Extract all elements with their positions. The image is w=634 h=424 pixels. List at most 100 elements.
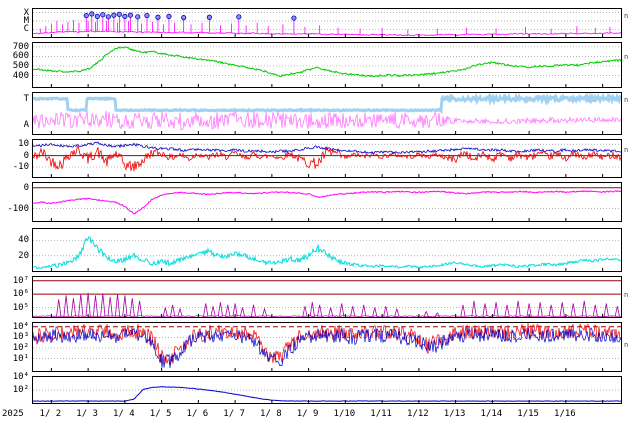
electron-burst — [460, 304, 466, 317]
solar-wind-speed-plot — [33, 46, 621, 87]
proton-blue-line — [33, 327, 621, 369]
x-axis-year-label: 2025 — [2, 409, 24, 419]
electron-burst — [581, 300, 587, 317]
ytick-label: -100 — [7, 203, 29, 214]
imf-bz-bt-plot — [33, 141, 621, 177]
sector-polarity-line — [33, 93, 621, 115]
panel-solar-wind-density — [32, 228, 622, 272]
flare-marker — [155, 14, 161, 20]
x-axis-date-label: 1/10 — [333, 409, 356, 419]
right-axis-mark: n — [624, 96, 629, 104]
flare-marker — [122, 13, 128, 19]
electron-flux-plot — [33, 280, 621, 317]
electron-burst — [372, 307, 378, 317]
electron-burst — [107, 296, 113, 317]
electron-burst — [482, 303, 488, 317]
electron-burst — [350, 306, 356, 317]
electron-burst — [361, 304, 367, 317]
electron-burst — [203, 303, 209, 317]
bz-line — [33, 145, 621, 172]
proton-red-line — [33, 323, 621, 367]
x-axis-date-label: 1/12 — [407, 409, 429, 419]
ytick-label: 10⁷ — [12, 275, 29, 286]
flare-marker — [206, 14, 212, 20]
x-axis-date-label: 1/16 — [554, 409, 576, 419]
ytick-label: 10 — [18, 139, 29, 150]
electron-burst — [210, 306, 216, 317]
electron-burst — [250, 304, 257, 317]
flare-marker — [181, 15, 187, 21]
speed-line — [33, 46, 621, 78]
x-axis-date-label: 1/ 7 — [223, 409, 245, 419]
panel-geomagnetic-index — [32, 182, 622, 222]
electron-burst — [394, 307, 400, 317]
flare-marker — [105, 14, 111, 20]
ytick-label: 10⁵ — [12, 302, 29, 313]
ytick-label: 10³ — [12, 332, 29, 343]
electron-burst — [603, 303, 609, 317]
panel-imf-bz-bt — [32, 139, 622, 178]
high-energy-proton-flux-plot — [33, 386, 621, 403]
electron-burst — [129, 298, 135, 317]
ytick-label: 600 — [12, 51, 29, 62]
ytick-label: 40 — [18, 235, 29, 246]
x-axis-date-label: 1/ 5 — [149, 409, 172, 419]
right-axis-mark: n — [624, 291, 629, 299]
ytick-label: X — [23, 7, 29, 18]
electron-burst — [239, 307, 246, 317]
ytick-label: C — [23, 24, 29, 35]
flare-marker — [291, 15, 297, 21]
ytick-label: -10 — [12, 162, 29, 173]
ytick-label: 20 — [18, 250, 29, 261]
electron-burst — [504, 304, 510, 317]
flare-marker — [144, 12, 150, 19]
electron-burst — [614, 306, 620, 317]
density-line — [33, 236, 621, 270]
flare-marker — [127, 12, 133, 18]
imf-sector-angle-plot — [33, 93, 621, 134]
electron-burst — [328, 307, 334, 317]
flare-marker — [111, 12, 117, 18]
panel-high-energy-proton-flux — [32, 376, 622, 404]
ytick-label: 0 — [23, 150, 29, 161]
ytick-label: 10⁴ — [12, 321, 29, 332]
x-axis-date-label: 1/13 — [443, 409, 466, 419]
sep-event-line — [33, 386, 621, 402]
electron-burst — [302, 306, 308, 317]
x-axis-date-label: 1/ 9 — [296, 409, 319, 419]
electron-burst — [559, 302, 565, 317]
x-axis-date-label: 1/ 3 — [76, 409, 98, 419]
flare-marker — [236, 14, 242, 20]
electron-burst — [493, 302, 499, 317]
x-axis-date-label: 1/14 — [480, 409, 503, 419]
electron-burst — [339, 303, 345, 317]
panel-xray-flux — [32, 8, 622, 38]
electron-burst — [63, 295, 69, 317]
ytick-label: 400 — [12, 70, 29, 81]
electron-burst — [177, 307, 183, 317]
panel-imf-sector-angle — [32, 92, 622, 135]
ytick-label: A — [23, 119, 29, 130]
electron-burst — [92, 295, 99, 317]
electron-burst — [526, 303, 532, 317]
ytick-label: 10² — [12, 385, 29, 395]
electron-burst — [537, 302, 543, 317]
ytick-label: 10¹ — [12, 353, 29, 364]
geomagnetic-index-plot — [33, 187, 621, 221]
right-axis-mark: n — [624, 341, 629, 349]
x-axis-date-label: 1/ 4 — [113, 409, 135, 419]
x-axis-date-label: 1/15 — [517, 409, 539, 419]
electron-burst — [100, 293, 106, 317]
right-axis-mark: n — [624, 146, 629, 154]
x-axis-date-label: 1/ 8 — [260, 409, 282, 419]
xray-flux-plot — [33, 11, 621, 37]
electron-burst — [170, 304, 176, 317]
electron-burst — [122, 295, 128, 317]
flare-marker — [89, 11, 95, 17]
electron-burst — [317, 304, 323, 317]
electron-burst — [570, 303, 576, 317]
x-axis-date-label: 1/ 6 — [186, 409, 209, 419]
solar-wind-density-plot — [33, 236, 621, 271]
panel-electron-flux — [32, 276, 622, 318]
